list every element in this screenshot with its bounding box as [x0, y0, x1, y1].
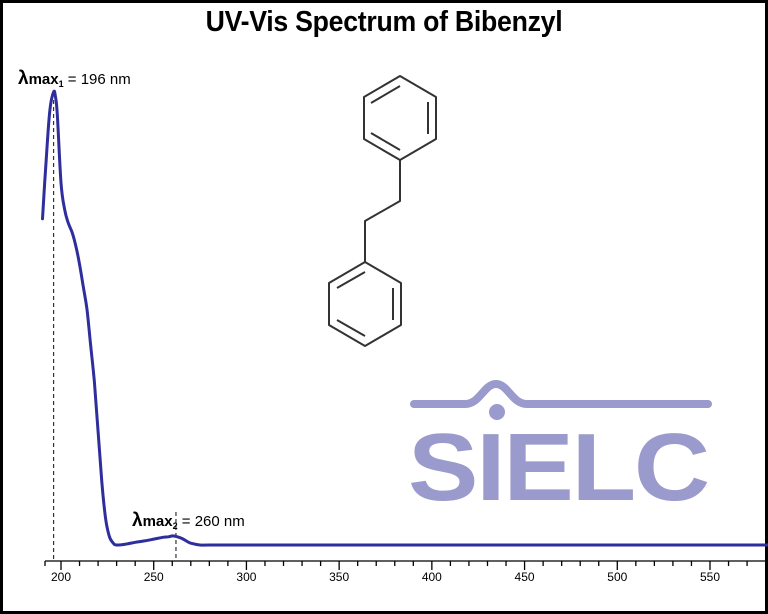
- spectrum-line: [41, 89, 768, 547]
- ethylene-bridge: [364, 160, 401, 262]
- subscript-index: 2: [173, 521, 178, 531]
- sielc-logo: SIELC: [408, 379, 712, 521]
- x-axis-tick-label: 350: [329, 570, 349, 584]
- x-axis-tick-label: 500: [607, 570, 627, 584]
- chart-title: UV-Vis Spectrum of Bibenzyl: [205, 6, 563, 38]
- logo-wave-line: [410, 379, 712, 408]
- lambda-symbol: λ: [18, 68, 29, 89]
- peak1-value: = 196 nm: [64, 71, 131, 88]
- top-benzene-ring: [363, 75, 437, 161]
- x-axis-tick-label: 450: [515, 570, 535, 584]
- bibenzyl-structure: [328, 75, 437, 347]
- x-axis-tick-label: 250: [144, 570, 164, 584]
- max-text: max: [143, 513, 174, 530]
- max-text: max: [29, 71, 60, 88]
- bottom-benzene-ring: [328, 261, 402, 347]
- lambda-symbol: λ: [132, 510, 143, 531]
- x-axis-tick-label: 550: [700, 570, 720, 584]
- logo-text: SIELC: [408, 414, 708, 521]
- x-axis-tick-label: 300: [236, 570, 256, 584]
- peak2-value: = 260 nm: [178, 513, 245, 530]
- logo-i-dot: [489, 404, 505, 420]
- subscript-index: 1: [59, 79, 64, 89]
- x-axis: [44, 560, 768, 570]
- x-axis-tick-labels: 200 250 300 350 400 450 500 550: [51, 570, 720, 584]
- ring-double-bond: [370, 85, 401, 104]
- x-axis-tick-label: 400: [422, 570, 442, 584]
- peak2-label: λmax2 = 260 nm: [132, 510, 245, 531]
- peak1-label: λmax1 = 196 nm: [18, 68, 131, 89]
- x-axis-tick-label: 200: [51, 570, 71, 584]
- ring-double-bond: [336, 271, 366, 289]
- ring-double-bond: [336, 319, 366, 337]
- ring-double-bond: [370, 132, 401, 151]
